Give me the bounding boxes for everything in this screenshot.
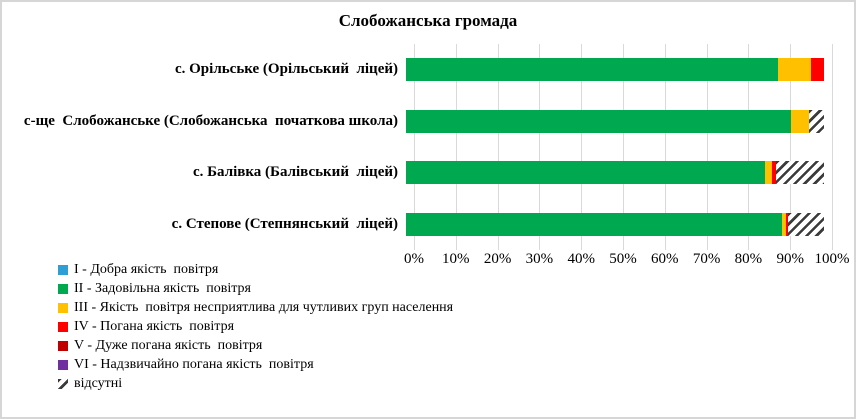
bar-track: [406, 161, 824, 185]
category-label: с-ще Слобожанське (Слобожанська початков…: [23, 112, 398, 129]
bar-segment: [775, 161, 824, 185]
legend-item: II - Задовільна якість повітря: [58, 279, 453, 298]
bar-rows: с. Орільське (Орільський ліцей) с-ще Слоб…: [2, 44, 832, 250]
gridline: [581, 44, 583, 250]
gridline: [455, 44, 457, 250]
legend-color-swatch: [58, 302, 68, 313]
x-tick-label: 60%: [651, 251, 679, 267]
chart-row: с. Степове (Степнянський ліцей): [2, 199, 832, 251]
gridline: [790, 44, 792, 250]
x-tick-label: 40%: [567, 251, 595, 267]
legend-color-swatch: [58, 264, 68, 275]
legend-color-swatch: [58, 283, 68, 294]
gridlines: [414, 44, 833, 250]
gridline: [748, 44, 750, 250]
legend-label: I - Добра якість повітря: [74, 261, 219, 277]
bar-segment: [809, 109, 824, 133]
category-label: с. Балівка (Балівський ліцей): [192, 164, 398, 181]
gridline: [664, 44, 666, 250]
x-tick-label: 20%: [483, 251, 512, 267]
bar-segment: [811, 58, 824, 82]
gridline: [497, 44, 499, 250]
bar-segment: [778, 58, 812, 82]
bar-track: [406, 212, 824, 236]
legend-color-swatch: [58, 359, 68, 370]
legend-color-swatch: [58, 340, 68, 351]
x-tick-label: 30%: [525, 251, 554, 267]
chart-row: с. Балівка (Балівський ліцей): [2, 147, 832, 199]
legend: I - Добра якість повітря II - Задовільна …: [58, 260, 453, 393]
x-tick-label: 10%: [442, 251, 470, 267]
legend-item: IV - Погана якість повітря: [58, 317, 453, 336]
bar-segment: [406, 58, 779, 82]
bar-segment: [790, 109, 810, 133]
category-label: с. Степове (Степнянський ліцей): [171, 215, 398, 232]
chart-title: Слобожанська громада: [338, 11, 518, 30]
legend-hatch-marker: [58, 378, 68, 389]
legend-item: VI - Надзвичайно погана якість повітря: [58, 355, 453, 374]
bar-track: [406, 58, 824, 82]
legend-label: V - Дуже погана якість повітря: [74, 337, 263, 353]
x-tick-label: 90%: [776, 251, 804, 267]
legend-item: V - Дуже погана якість повітря: [58, 336, 453, 355]
x-tick-label: 50%: [609, 251, 637, 267]
bar-segment: [788, 212, 824, 236]
x-tick-label: 70%: [692, 251, 721, 267]
gridline: [539, 44, 541, 250]
bar-segment: [782, 212, 787, 236]
legend-label: IV - Погана якість повітря: [74, 318, 235, 334]
chart-row: с. Орільське (Орільський ліцей): [2, 44, 832, 96]
x-tick-label: 0%: [404, 251, 424, 267]
chart-row: с-ще Слобожанське (Слобожанська початков…: [2, 96, 832, 148]
bar-segment: [771, 161, 776, 185]
legend-label: III - Якість повітря несприятлива для чу…: [74, 299, 454, 315]
legend-label: відсутні: [74, 375, 123, 391]
bar-segment: [786, 212, 789, 236]
legend-color-swatch: [58, 321, 68, 332]
bar-segment: [406, 161, 766, 185]
legend-item: III - Якість повітря несприятлива для чу…: [58, 298, 453, 317]
gridline: [414, 44, 415, 250]
bar-track: [406, 109, 824, 133]
legend-item: I - Добра якість повітря: [58, 260, 453, 279]
bar-segment: [406, 109, 791, 133]
gridline: [832, 44, 833, 250]
legend-label: II - Задовільна якість повітря: [74, 280, 251, 296]
x-tick-label: 100%: [814, 251, 850, 267]
gridline: [623, 44, 624, 250]
legend-item: відсутні: [58, 374, 453, 393]
x-tick-label: 80%: [734, 251, 763, 267]
category-label: с. Орільське (Орільський ліцей): [174, 61, 398, 78]
x-axis: 0% 10% 20% 30% 40% 50% 60% 70% 80% 90% 100%: [404, 251, 850, 269]
bar-segment: [765, 161, 772, 185]
bar-segment: [406, 212, 783, 236]
gridline: [706, 44, 708, 250]
legend-label: VI - Надзвичайно погана якість повітря: [74, 356, 314, 372]
